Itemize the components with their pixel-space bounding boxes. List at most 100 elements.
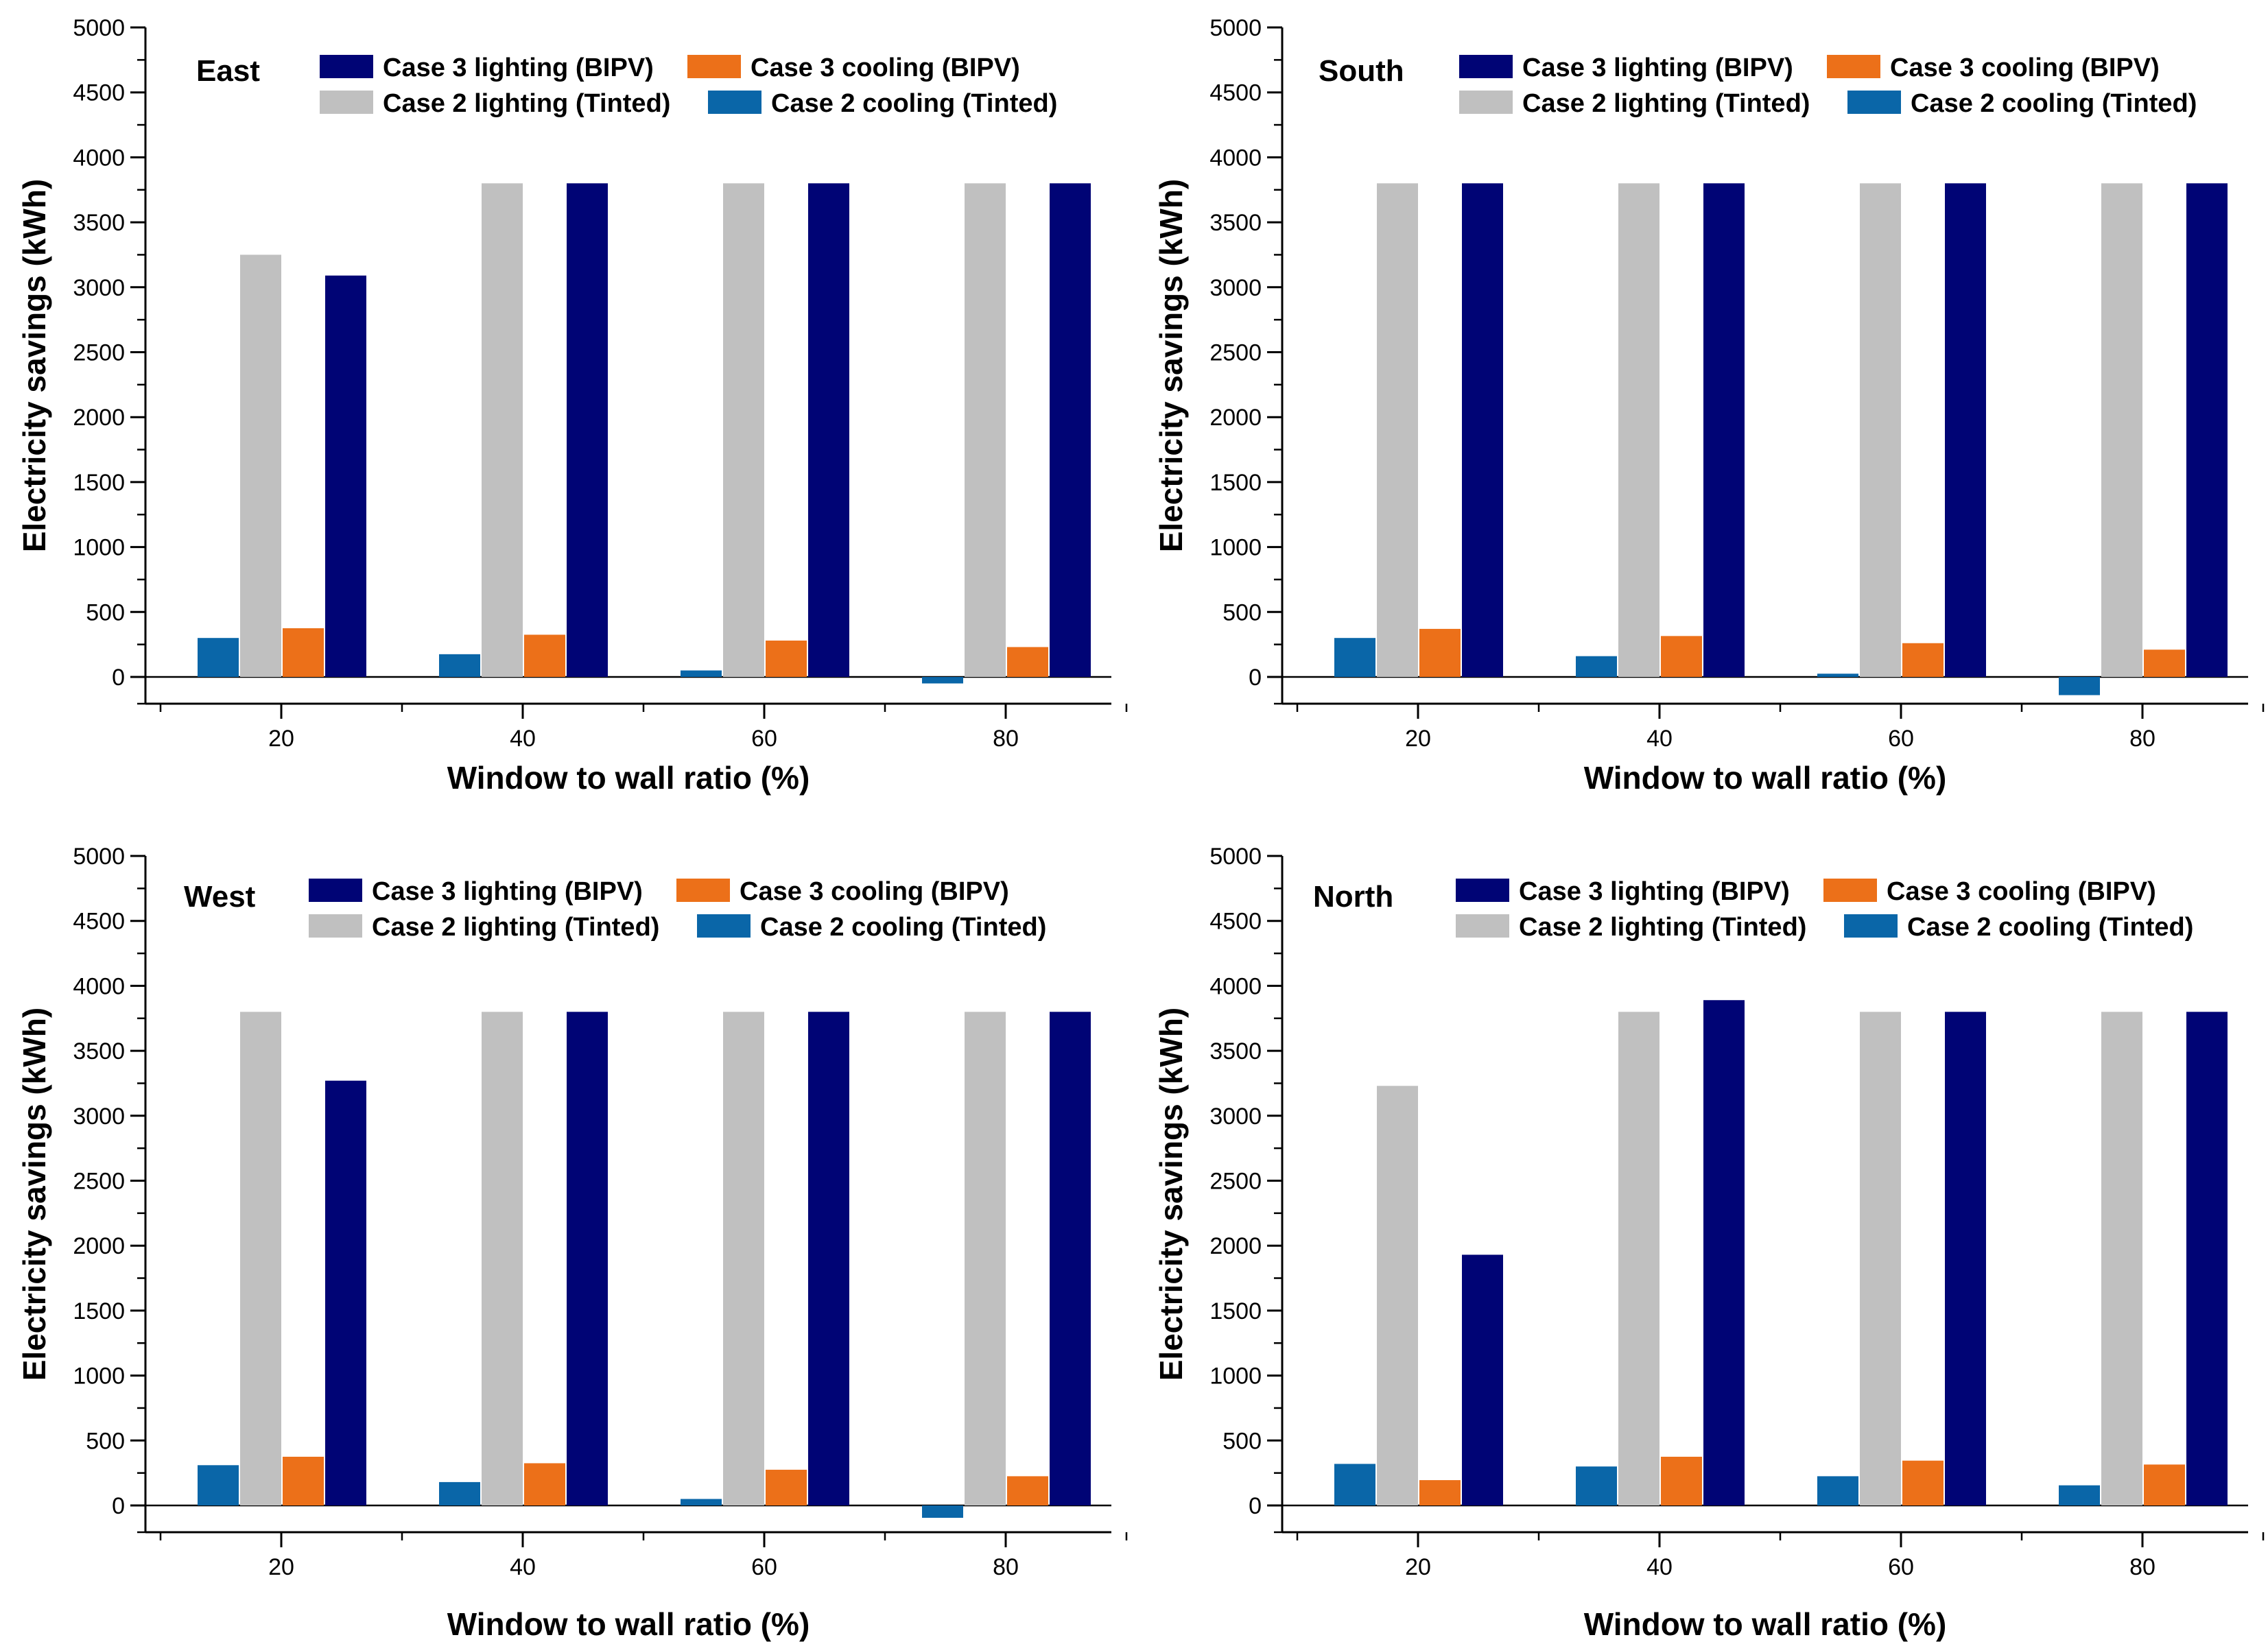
bar-case2_lighting: [482, 183, 523, 677]
y-tick-label: 2000: [1209, 405, 1262, 431]
y-tick-label: 1000: [1209, 1363, 1262, 1390]
bar-case3_lighting: [2186, 1012, 2228, 1505]
legend-label-case2_cooling: Case 2 cooling (Tinted): [1907, 913, 2193, 942]
legend-label-case3_cooling: Case 3 cooling (BIPV): [1890, 53, 2160, 82]
bar-case2_lighting: [965, 183, 1006, 677]
bar-case3_lighting: [1050, 183, 1091, 677]
x-axis-title: Window to wall ratio (%): [447, 760, 810, 796]
bar-case3_lighting: [1945, 1012, 1986, 1505]
panel-title: North: [1313, 880, 1393, 914]
bar-case3_cooling: [283, 628, 324, 677]
legend-swatch-case2_lighting: [1456, 914, 1509, 938]
bar-case2_cooling: [1817, 674, 1858, 677]
y-tick-label: 3000: [1209, 1104, 1262, 1130]
bar-case2_cooling: [198, 638, 239, 677]
bar-case2_lighting: [723, 183, 764, 677]
bar-case2_cooling: [198, 1465, 239, 1505]
y-tick-label: 2000: [1209, 1233, 1262, 1259]
legend-swatch-case2_cooling: [708, 91, 761, 114]
legend-swatch-case2_cooling: [1844, 914, 1898, 938]
y-axis-title: Electricity savings (kWh): [16, 1008, 52, 1381]
legend-swatch-case2_cooling: [697, 914, 751, 938]
y-tick-label: 3000: [1209, 275, 1262, 301]
x-tick-label: 40: [510, 726, 536, 752]
bar-case2_lighting: [2101, 1012, 2142, 1505]
x-tick-label: 60: [751, 726, 777, 752]
legend-swatch-case2_cooling: [1847, 91, 1901, 114]
panel-title: West: [184, 880, 256, 914]
y-tick-label: 0: [112, 1493, 125, 1519]
bar-case2_cooling: [439, 1481, 480, 1505]
y-tick-label: 1500: [1209, 470, 1262, 496]
bar-case3_cooling: [2144, 1464, 2185, 1505]
y-tick-label: 3500: [73, 210, 125, 236]
bar-case2_lighting: [1618, 1012, 1659, 1505]
bar-case2_cooling: [922, 677, 963, 684]
legend-label-case2_lighting: Case 2 lighting (Tinted): [372, 913, 659, 942]
y-tick-label: 500: [86, 1428, 125, 1454]
y-tick-label: 4000: [73, 973, 125, 999]
bar-case3_cooling: [766, 640, 807, 677]
legend-label-case2_lighting: Case 2 lighting (Tinted): [383, 89, 670, 118]
bar-case3_cooling: [1902, 643, 1944, 677]
x-tick-label: 80: [993, 1554, 1019, 1580]
y-tick-label: 3000: [73, 1104, 125, 1130]
x-axis-title: Window to wall ratio (%): [1584, 1606, 1947, 1642]
bar-case2_lighting: [723, 1012, 764, 1505]
bar-case2_lighting: [240, 1012, 281, 1505]
bar-case2_cooling: [2059, 677, 2100, 695]
x-tick-label: 20: [268, 726, 294, 752]
legend-swatch-case2_lighting: [320, 91, 373, 114]
bar-case2_cooling: [922, 1505, 963, 1518]
bar-case2_lighting: [965, 1012, 1006, 1505]
y-axis-title: Electricity savings (kWh): [1153, 1008, 1189, 1381]
y-tick-label: 4000: [1209, 973, 1262, 999]
x-tick-label: 80: [993, 726, 1019, 752]
x-axis-title: Window to wall ratio (%): [447, 1606, 810, 1642]
bar-case3_lighting: [1703, 183, 1745, 677]
y-tick-label: 500: [1222, 1428, 1262, 1454]
legend-label-case3_cooling: Case 3 cooling (BIPV): [751, 53, 1020, 82]
chart-east: 0 500 1000 1500 2000 2500 3000 3500 4000 4500 5000…: [16, 15, 1128, 796]
x-tick-label: 40: [510, 1554, 536, 1580]
bar-case3_cooling: [1419, 628, 1461, 677]
panel-title: South: [1319, 54, 1404, 88]
x-tick-label: 40: [1646, 1554, 1673, 1580]
bar-case2_cooling: [439, 654, 480, 677]
x-tick-label: 20: [1405, 726, 1431, 752]
bar-case3_lighting: [1703, 1000, 1745, 1505]
legend-swatch-case3_cooling: [676, 879, 730, 902]
bar-case2_cooling: [1334, 638, 1375, 677]
legend-swatch-case3_cooling: [687, 55, 741, 78]
legend-swatch-case2_lighting: [1459, 91, 1513, 114]
panel-title: East: [196, 54, 260, 88]
legend-label-case3_lighting: Case 3 lighting (BIPV): [1522, 53, 1793, 82]
legend-label-case2_lighting: Case 2 lighting (Tinted): [1522, 89, 1810, 118]
y-tick-label: 3000: [73, 275, 125, 301]
y-tick-label: 4500: [73, 80, 125, 106]
y-tick-label: 3500: [73, 1038, 125, 1064]
y-tick-label: 0: [112, 665, 125, 691]
legend-label-case3_lighting: Case 3 lighting (BIPV): [383, 53, 654, 82]
legend-label-case2_cooling: Case 2 cooling (Tinted): [1911, 89, 2197, 118]
bar-case3_cooling: [1661, 636, 1702, 677]
y-tick-label: 1500: [1209, 1298, 1262, 1324]
y-tick-label: 2500: [73, 1169, 125, 1195]
x-axis-title: Window to wall ratio (%): [1584, 760, 1947, 796]
legend-label-case3_lighting: Case 3 lighting (BIPV): [372, 877, 643, 906]
y-tick-label: 1000: [73, 535, 125, 561]
bar-case3_lighting: [808, 183, 849, 677]
x-tick-label: 60: [751, 1554, 777, 1580]
legend-label-case3_cooling: Case 3 cooling (BIPV): [740, 877, 1009, 906]
y-tick-label: 2000: [73, 1233, 125, 1259]
y-tick-label: 3500: [1209, 210, 1262, 236]
bar-case2_lighting: [1860, 1012, 1901, 1505]
legend-label-case2_lighting: Case 2 lighting (Tinted): [1519, 913, 1806, 942]
y-tick-label: 4500: [1209, 80, 1262, 106]
legend-swatch-case3_lighting: [1459, 55, 1513, 78]
y-tick-label: 1000: [1209, 535, 1262, 561]
bar-case2_cooling: [1576, 656, 1617, 677]
bar-case3_cooling: [766, 1469, 807, 1505]
y-tick-label: 0: [1249, 1493, 1262, 1519]
bar-case2_lighting: [482, 1012, 523, 1505]
